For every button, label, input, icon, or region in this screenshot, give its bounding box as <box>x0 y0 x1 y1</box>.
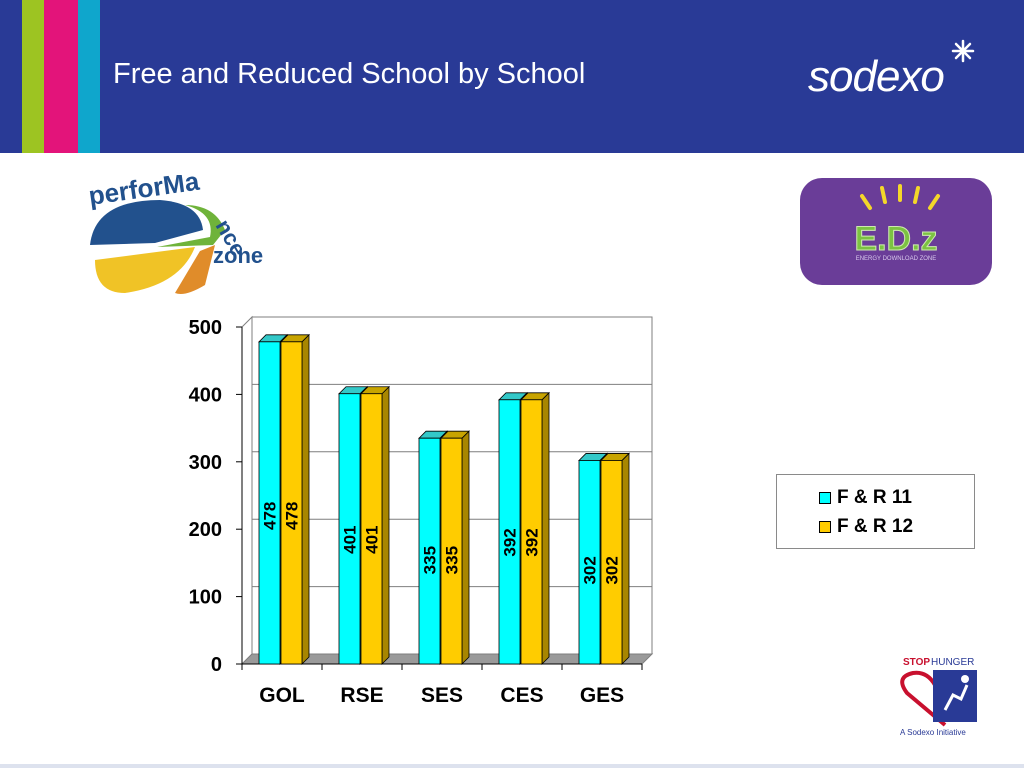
legend-item: F & R 12 <box>819 512 974 541</box>
data-label: 335 <box>443 546 462 574</box>
y-tick-label: 100 <box>189 587 222 609</box>
footer-line <box>0 764 1024 768</box>
svg-text:E.D.z: E.D.z <box>854 220 937 258</box>
edz-logo: E.D.z ENERGY DOWNLOAD ZONE <box>800 178 992 285</box>
svg-text:STOP: STOP <box>903 657 930 668</box>
y-tick-label: 200 <box>189 519 222 541</box>
y-tick-label: 0 <box>211 654 222 676</box>
bar-side <box>541 391 550 665</box>
data-label: 478 <box>261 502 280 530</box>
data-label: 401 <box>363 525 382 553</box>
bar-ges-series1 <box>578 460 601 665</box>
svg-text:ENERGY DOWNLOAD ZONE: ENERGY DOWNLOAD ZONE <box>856 256 937 262</box>
bar-rse-series1 <box>338 393 361 665</box>
y-tick-label: 300 <box>189 452 222 474</box>
legend-item: F & R 11 <box>819 483 974 512</box>
performance-zone-logo: perforMa nce zone <box>87 175 263 294</box>
data-label: 302 <box>581 556 600 584</box>
x-tick-label: GES <box>580 684 624 707</box>
svg-text:HUNGER: HUNGER <box>931 657 974 668</box>
bar-ses-series2 <box>440 437 463 665</box>
data-label: 302 <box>603 556 622 584</box>
legend-label: F & R 11 <box>837 486 912 508</box>
y-tick-label: 500 <box>189 317 222 339</box>
bar-gol-series2 <box>280 341 303 665</box>
header-stripe-green <box>22 0 44 153</box>
x-tick-label: GOL <box>259 684 305 707</box>
bar-ses-series1 <box>418 437 441 665</box>
legend-label: F & R 12 <box>837 515 914 537</box>
sodexo-logo: sodexo <box>808 52 945 101</box>
bar-rse-series2 <box>360 393 383 665</box>
page-title: Free and Reduced School by School <box>113 58 586 90</box>
chart-side-wall <box>241 315 253 666</box>
legend-swatch <box>819 520 831 533</box>
header-stripe-magenta <box>44 0 78 153</box>
bar-ces-series2 <box>520 399 543 665</box>
chart-legend: F & R 11 F & R 12 <box>776 474 975 549</box>
header-banner: Free and Reduced School by School sodexo <box>0 0 1024 153</box>
stop-hunger-logo: STOP HUNGER A Sodexo Initiative <box>900 657 977 737</box>
bar-side <box>621 452 630 665</box>
svg-text:A Sodexo Initiative: A Sodexo Initiative <box>900 728 966 737</box>
data-label: 401 <box>341 525 360 553</box>
x-tick-label: SES <box>421 684 463 707</box>
bar-side <box>381 385 390 665</box>
data-label: 478 <box>283 502 302 530</box>
y-tick-label: 400 <box>189 384 222 406</box>
x-tick-label: CES <box>500 684 543 707</box>
bar-side <box>301 333 310 665</box>
bar-side <box>461 430 470 665</box>
bar-ges-series2 <box>600 460 623 665</box>
data-label: 392 <box>501 528 520 556</box>
bar-chart: 0 100 200 300 400 500 478 478 GOL 401 401 RSE 335 335… <box>189 315 654 707</box>
data-label: 392 <box>523 528 542 556</box>
bar-ces-series1 <box>498 399 521 665</box>
bar-gol-series1 <box>258 341 281 665</box>
data-label: 335 <box>421 546 440 574</box>
x-tick-label: RSE <box>340 684 383 707</box>
legend-swatch <box>819 491 831 504</box>
header-stripe-cyan <box>78 0 100 153</box>
sodexo-star-icon <box>951 39 975 63</box>
svg-text:zone: zone <box>213 243 263 268</box>
